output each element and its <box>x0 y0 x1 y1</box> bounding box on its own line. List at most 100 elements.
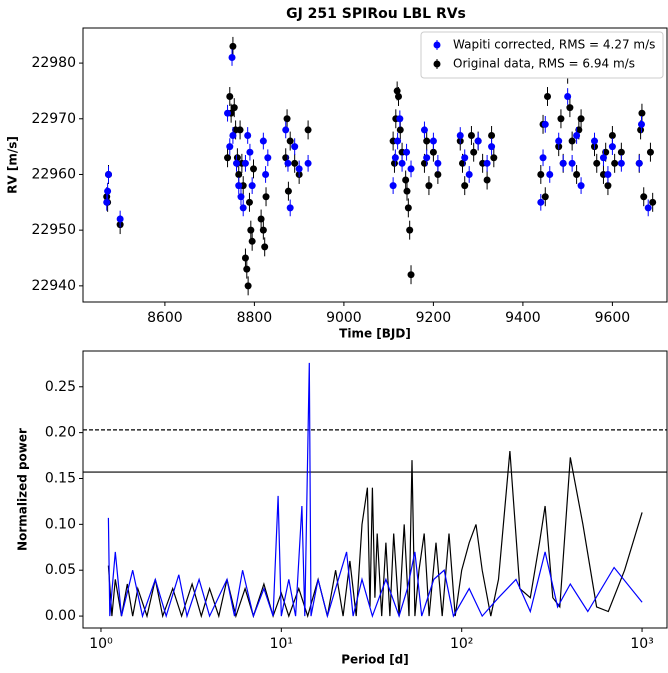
x-tick-label: 8600 <box>147 310 183 326</box>
data-point <box>241 254 249 262</box>
data-point <box>564 93 572 100</box>
data-point <box>262 193 270 201</box>
x-tick-label: 10¹ <box>270 636 293 652</box>
data-point <box>226 93 234 100</box>
x-tick-label: 9400 <box>505 310 541 326</box>
data-point <box>241 159 249 167</box>
data-point <box>573 131 581 139</box>
x-tick-label: 10³ <box>630 636 653 652</box>
data-point <box>407 271 415 279</box>
data-point <box>286 137 294 145</box>
data-point <box>488 131 496 139</box>
data-point <box>235 182 243 190</box>
data-point <box>429 137 437 145</box>
data-point <box>465 170 473 178</box>
data-point <box>611 159 619 167</box>
periodogram-line <box>107 362 643 619</box>
data-point <box>461 154 469 162</box>
data-point <box>291 159 299 167</box>
x-tick-label: 9600 <box>595 310 631 326</box>
data-point <box>640 193 648 201</box>
data-point <box>224 109 232 117</box>
y-axis-label: Normalized power <box>16 428 30 551</box>
data-point <box>617 148 625 156</box>
data-point <box>604 170 612 178</box>
data-point <box>555 137 563 145</box>
data-point <box>404 204 412 212</box>
data-point <box>398 159 406 167</box>
data-point <box>490 154 498 162</box>
y-tick-label: 0.00 <box>45 608 76 624</box>
data-point <box>103 198 111 206</box>
x-tick-label: 9200 <box>416 310 452 326</box>
data-point <box>244 131 252 139</box>
data-point <box>105 170 113 178</box>
data-point <box>259 226 267 234</box>
data-point <box>248 237 256 245</box>
data-point <box>391 154 399 162</box>
data-point <box>461 182 469 190</box>
data-point <box>283 115 291 123</box>
data-point <box>250 165 258 173</box>
data-point <box>228 54 236 62</box>
x-tick-label: 10⁰ <box>89 636 113 652</box>
data-point <box>559 159 567 167</box>
data-point <box>541 193 549 201</box>
data-point <box>577 115 585 123</box>
axes-frame <box>82 350 668 629</box>
y-tick-label: 0.20 <box>45 425 76 441</box>
legend-label: Original data, RMS = 6.94 m/s <box>453 57 635 71</box>
data-point <box>637 120 645 128</box>
data-point <box>226 143 234 151</box>
data-point <box>284 187 292 195</box>
y-tick-label: 0.15 <box>45 470 76 486</box>
data-point <box>282 126 290 134</box>
x-axis-label: Period [d] <box>341 653 409 667</box>
data-point <box>244 282 252 290</box>
data-point <box>295 165 303 173</box>
data-point <box>467 131 475 139</box>
data-point <box>229 42 237 50</box>
data-point <box>224 154 232 162</box>
y-tick-label: 22960 <box>31 166 76 182</box>
data-point <box>557 115 565 123</box>
data-point <box>396 126 404 134</box>
legend-box <box>420 31 664 79</box>
data-point <box>638 109 646 117</box>
y-tick-label: 0.25 <box>45 379 76 395</box>
data-point <box>429 148 437 156</box>
data-point <box>423 154 431 162</box>
data-point <box>403 187 411 195</box>
data-point <box>394 137 402 145</box>
data-point <box>304 159 312 167</box>
data-point <box>396 115 404 123</box>
axes-frame <box>82 27 668 303</box>
data-point <box>539 154 547 162</box>
data-point <box>646 148 654 156</box>
data-point <box>264 154 272 162</box>
data-point <box>568 137 576 145</box>
data-point <box>390 159 398 167</box>
y-tick-label: 0.10 <box>45 516 76 532</box>
data-point <box>541 120 549 128</box>
x-tick-label: 10² <box>450 636 473 652</box>
data-point <box>544 93 552 100</box>
data-point <box>262 170 270 178</box>
data-point <box>470 148 478 156</box>
data-point <box>483 159 491 167</box>
data-point <box>394 93 402 100</box>
data-point <box>284 159 292 167</box>
periodogram-line <box>107 450 643 619</box>
data-point <box>546 170 554 178</box>
data-point <box>116 215 124 223</box>
data-point <box>604 182 612 190</box>
data-point <box>635 159 643 167</box>
data-point <box>246 148 254 156</box>
data-point <box>406 226 414 234</box>
data-point <box>644 204 652 212</box>
data-point <box>573 170 581 178</box>
data-point <box>566 104 574 112</box>
legend-label: Wapiti corrected, RMS = 4.27 m/s <box>453 38 655 52</box>
data-point <box>591 137 599 145</box>
data-point <box>232 159 240 167</box>
